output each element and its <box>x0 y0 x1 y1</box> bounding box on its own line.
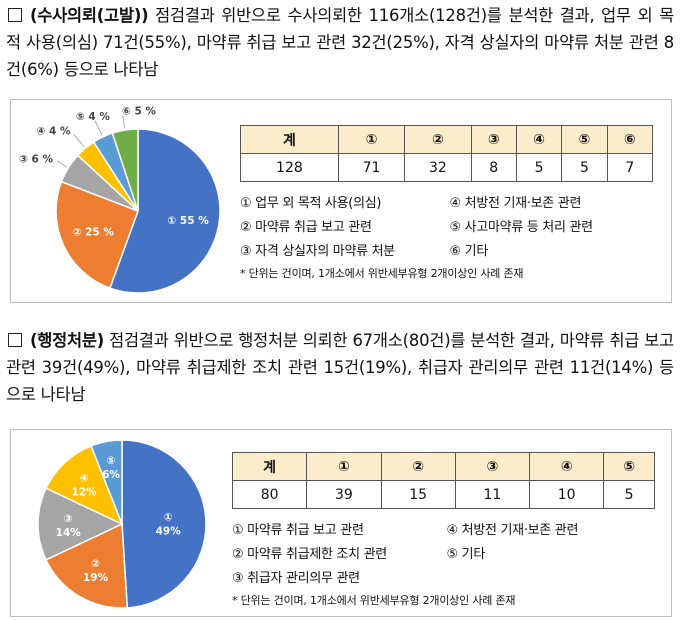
table-header-cell: ② <box>380 452 456 481</box>
section2-note: * 단위는 건이며, 1개소에서 위반세부유형 2개이상인 사례 존재 <box>232 594 516 607</box>
pie-slice-label: ② 19% <box>83 558 109 584</box>
table-cell: 39 <box>306 480 382 509</box>
section2-legend: ① 마약류 취급 보고 관련 ④ 처방전 기재·보존 관련 ② 마약류 취급제한… <box>232 519 655 586</box>
legend-item: ② 마약류 취급제한 조치 관련 <box>232 547 387 562</box>
pie-slice-label: ① 55 % <box>167 215 209 227</box>
pie-slice <box>44 444 124 526</box>
leader-line <box>122 115 126 129</box>
table-header-cell: ① <box>306 452 382 481</box>
section1-paragraph: (수사의뢰(고발)) 점검결과 위반으로 수사의뢰한 116개소(128건)를 … <box>6 2 674 83</box>
section2-panel: 계 ① ② ③ ④ ⑤ 80 39 15 11 10 5 ① 마약류 취급 보고… <box>231 452 655 608</box>
table-cell: 128 <box>240 153 339 182</box>
table-cell: 71 <box>337 153 406 182</box>
table-row: 128 71 32 8 5 5 7 <box>240 153 654 182</box>
table-header-cell: ② <box>404 125 472 154</box>
legend-item: ⑥ 기타 <box>449 244 489 259</box>
pie-slice-label: ③ 14% <box>56 513 82 539</box>
pie-slice-label: ① 49% <box>156 512 182 538</box>
legend-item: ④ 처방전 기재·보존 관련 <box>449 196 582 211</box>
legend-item: ① 업무 외 목적 사용(의심) <box>240 196 382 211</box>
section1-legend: ① 업무 외 목적 사용(의심) ④ 처방전 기재·보존 관련 ② 마약류 취급… <box>240 192 653 259</box>
table-cell: 5 <box>515 153 563 182</box>
table-header-cell: ③ <box>454 452 531 481</box>
pie-slice-label: ⑤ 6% <box>102 455 120 481</box>
table-cell: 15 <box>380 480 456 509</box>
table-header-cell: ① <box>337 125 406 154</box>
table-cell: 11 <box>454 480 531 509</box>
table-cell: 5 <box>561 153 608 182</box>
table-cell: 80 <box>231 480 308 509</box>
pie-slice-label: ③ 6 % <box>19 153 54 165</box>
table-cell: 32 <box>404 153 472 182</box>
table-header-cell: ④ <box>515 125 563 154</box>
section2-pie-chart: ① 49% ② 19%③ 14% ④ 12% ⑤ 6% <box>37 439 207 609</box>
table-header-cell: ⑥ <box>606 125 654 154</box>
checkbox-square-icon <box>8 8 22 22</box>
table-cell: 10 <box>528 480 605 509</box>
leader-line <box>56 160 68 168</box>
pie-slice <box>111 128 139 212</box>
leader-line <box>94 120 103 136</box>
pie-slice <box>108 128 221 294</box>
pie-slice-label: ⑤ 4 % <box>76 111 111 123</box>
table-header-row: 계 ① ② ③ ④ ⑤ ⑥ <box>240 125 654 154</box>
table-row: 80 39 15 11 10 5 <box>231 480 655 509</box>
section1-title: (수사의뢰(고발)) <box>30 6 149 25</box>
section1-pie-chart: ① 55 % ② 25 % ③ 6 % ④ 4 % ⑤ 4 % ⑥ 5 % <box>19 106 221 294</box>
section1-table: 계 ① ② ③ ④ ⑤ ⑥ 128 71 32 8 5 5 7 <box>240 125 654 182</box>
section2-table: 계 ① ② ③ ④ ⑤ 80 39 15 11 10 5 <box>231 452 655 509</box>
leader-line <box>73 134 85 148</box>
table-header-cell: ③ <box>470 125 517 154</box>
legend-item: ① 마약류 취급 보고 관련 <box>232 523 364 538</box>
pie-slice <box>55 180 139 290</box>
section2-title: (행정처분) <box>30 331 105 350</box>
pie-slice <box>121 439 207 609</box>
pie-slice <box>90 439 123 525</box>
section1-note: * 단위는 건이며, 1개소에서 위반세부유형 2개이상인 사례 존재 <box>240 267 524 280</box>
legend-item: ⑤ 사고마약류 등 처리 관련 <box>449 220 594 235</box>
table-header-cell: ④ <box>528 452 605 481</box>
checkbox-square-icon <box>8 333 22 347</box>
pie-slice-label: ⑥ 5 % <box>122 106 157 118</box>
pie-slice-label: ② 25 % <box>73 226 115 238</box>
table-header-cell: ⑤ <box>561 125 608 154</box>
table-header-cell: 계 <box>231 452 308 481</box>
legend-item: ③ 자격 상실자의 마약류 처분 <box>240 244 395 259</box>
pie-slice-label: ④ 4 % <box>37 126 72 138</box>
legend-item: ⑤ 기타 <box>446 547 486 562</box>
table-cell: 8 <box>470 153 517 182</box>
section1-body: 점검결과 위반으로 수사의뢰한 116개소(128건)를 분석한 결과, 업무 … <box>6 6 674 79</box>
legend-item: ④ 처방전 기재·보존 관련 <box>446 523 579 538</box>
table-header-cell: ⑤ <box>603 452 655 481</box>
legend-item: ② 마약류 취급 보고 관련 <box>240 220 372 235</box>
table-cell: 5 <box>603 480 655 509</box>
pie-slice <box>37 487 124 561</box>
legend-item: ③ 취급자 관리의무 관련 <box>232 571 360 586</box>
section2-paragraph: (행정처분) 점검결과 위반으로 행정처분 의뢰한 67개소(80건)를 분석한… <box>6 327 674 408</box>
section2-body: 점검결과 위반으로 행정처분 의뢰한 67개소(80건)를 분석한 결과, 마약… <box>6 331 674 404</box>
table-cell: 7 <box>606 153 654 182</box>
pie-slice <box>44 522 129 609</box>
table-header-row: 계 ① ② ③ ④ ⑤ <box>231 452 655 481</box>
section1-panel: 계 ① ② ③ ④ ⑤ ⑥ 128 71 32 8 5 5 7 ① 업무 외 목… <box>240 125 654 281</box>
pie-slice-label: ④ 12% <box>71 473 97 499</box>
table-header-cell: 계 <box>240 125 339 154</box>
